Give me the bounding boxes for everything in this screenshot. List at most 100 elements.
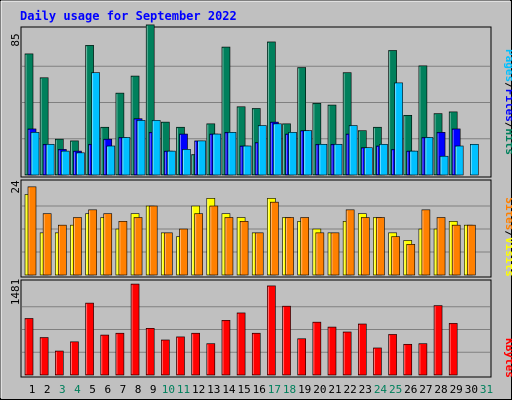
visits-sites-bar-day-7 [118,221,128,276]
visits-sites-bar-day-19 [300,217,310,276]
hits-panel: 85 Pages/Files/Hits [9,24,512,178]
kbytes-kbytes-bar-day-20 [312,321,322,376]
day-label-15: 15 [237,383,250,396]
hits-pages-bar-day-10 [167,150,176,176]
day-label-28: 28 [434,383,447,396]
kbytes-kbytes-bar-day-7 [115,332,125,376]
day-label-25: 25 [389,383,402,396]
day-label-5: 5 [89,383,96,396]
hits-pages-bar-day-15 [242,145,252,176]
hits-pages-bar-day-3 [60,150,70,176]
visits-sites-bar-day-18 [285,217,294,276]
kbytes-kbytes-bar-day-18 [282,305,291,376]
hits-pages-bar-day-2 [45,143,55,176]
visits-sites-bar-day-1 [27,186,37,276]
legend-hits: Hits [503,129,512,156]
hits-pages-bar-day-30 [470,143,479,176]
hits-pages-bar-day-4 [76,152,85,176]
hits-pages-bar-day-11 [182,149,191,176]
hits-max-label: 85 [9,33,22,46]
day-axis: 1 2 3 4 5 6 7 8 9 10 11 12 13 14 15 16 17 18 19 20 21 22 23 24 2… [29,383,493,396]
hits-pages-bar-day-29 [454,145,464,176]
legend-kbytes: KBytes [503,338,512,378]
kbytes-kbytes-bar-day-26 [403,343,413,376]
visits-sites-bar-day-30 [467,224,476,276]
visits-sites-bar-day-17 [270,201,279,276]
hits-pages-bar-day-13 [212,133,222,176]
day-label-4: 4 [74,383,81,396]
day-label-22: 22 [344,383,357,396]
visits-panel: 24 Sites/Visits [9,179,512,278]
day-label-8: 8 [135,383,142,396]
legend-pages: Pages [503,49,512,82]
day-label-13: 13 [207,383,220,396]
hits-pages-bar-day-7 [121,137,131,176]
day-label-1: 1 [29,383,36,396]
hits-pages-bar-day-26 [409,150,419,176]
kbytes-kbytes-bar-day-8 [130,283,140,376]
day-label-17: 17 [268,383,281,396]
chart-title: Daily usage for September 2022 [20,9,237,23]
day-label-29: 29 [450,383,463,396]
kbytes-kbytes-bar-day-16 [251,332,261,376]
kbytes-kbytes-bar-day-10 [161,339,170,376]
legend-sites: Sites [503,197,512,230]
kbytes-kbytes-bar-day-22 [342,331,352,376]
visits-sites-bar-day-2 [42,213,52,276]
visits-sites-bar-day-6 [103,213,113,276]
day-label-26: 26 [404,383,417,396]
kbytes-kbytes-bar-day-3 [54,350,64,376]
kbytes-kbytes-bar-day-1 [24,318,34,376]
kbytes-kbytes-bar-day-2 [39,337,49,376]
kbytes-kbytes-bar-day-5 [85,302,94,376]
hits-pages-bar-day-18 [288,132,297,176]
visits-sites-bar-day-9 [148,205,158,276]
kbytes-kbytes-bar-day-25 [388,334,397,376]
kbytes-kbytes-bar-day-17 [267,285,276,376]
day-label-30: 30 [465,383,478,396]
visits-sites-bar-day-28 [436,217,446,276]
day-label-19: 19 [298,383,311,396]
visits-sites-bar-day-27 [421,209,431,276]
kbytes-kbytes-bar-day-27 [418,343,428,376]
day-label-7: 7 [120,383,127,396]
visits-sites-bar-day-13 [209,205,219,276]
visits-sites-bar-day-11 [179,228,188,276]
hits-pages-bar-day-14 [227,132,237,176]
visits-sites-bar-day-21 [330,232,340,276]
visits-sites-bar-day-10 [164,232,173,276]
day-label-21: 21 [328,383,341,396]
kbytes-kbytes-bar-day-4 [70,341,79,376]
visits-sites-bar-day-5 [88,209,97,276]
kbytes-kbytes-bar-day-11 [176,336,185,376]
visits-sites-bar-day-15 [239,221,249,276]
hits-axis-legend: Pages/Files/Hits [503,49,512,155]
day-label-10: 10 [162,383,175,396]
day-label-12: 12 [192,383,205,396]
hits-pages-bar-day-12 [197,140,206,176]
visits-sites-bar-day-3 [57,224,67,276]
visits-sites-bar-day-26 [406,244,416,276]
kbytes-max-label: 1481 [9,279,22,306]
hits-pages-bar-day-6 [106,145,116,176]
kbytes-kbytes-bar-day-14 [221,320,231,376]
visits-axis-legend: Sites/Visits [503,197,512,277]
day-label-23: 23 [359,383,372,396]
hits-pages-bar-day-21 [333,143,343,176]
hits-pages-bar-day-22 [348,125,358,176]
day-label-3: 3 [59,383,66,396]
legend-visits: Visits [503,237,512,277]
kbytes-kbytes-bar-day-29 [448,323,458,376]
hits-pages-bar-day-16 [257,125,267,176]
kbytes-kbytes-bar-day-9 [145,328,155,376]
day-label-16: 16 [253,383,266,396]
hits-pages-bar-day-9 [151,120,161,176]
kbytes-kbytes-bar-day-28 [433,305,443,376]
hits-pages-bar-day-19 [303,130,313,176]
visits-bars [24,186,476,276]
kbytes-kbytes-bar-day-6 [100,334,110,376]
legend-files: Files [503,89,512,122]
visits-sites-bar-day-24 [376,217,385,276]
day-label-18: 18 [283,383,296,396]
visits-sites-bar-day-16 [254,232,264,276]
